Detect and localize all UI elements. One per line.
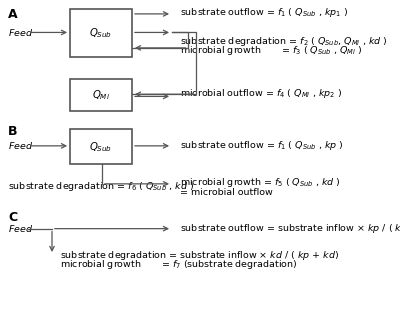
Text: $Q_{Mi}$: $Q_{Mi}$ xyxy=(92,88,110,102)
Text: A: A xyxy=(8,8,18,21)
Text: microbial growth       = $f_3$ ( $Q_{Sub}$ , $Q_{Mi}$ ): microbial growth = $f_3$ ( $Q_{Sub}$ , $… xyxy=(180,44,363,57)
Text: $Q_{Sub}$: $Q_{Sub}$ xyxy=(90,26,112,40)
Text: substrate outflow = $f_1$ ( $Q_{Sub}$ , $kp_1$ ): substrate outflow = $f_1$ ( $Q_{Sub}$ , … xyxy=(180,6,348,19)
Text: substrate degradation = $f_2$ ( $Q_{Sub}$, $Q_{Mi}$ , $kd$ ): substrate degradation = $f_2$ ( $Q_{Sub}… xyxy=(180,35,388,48)
Text: B: B xyxy=(8,125,18,138)
Text: substrate outflow = substrate inflow $\times$ $kp$ / ( $kp$ + $kd$): substrate outflow = substrate inflow $\t… xyxy=(180,222,400,235)
Text: $\it{Feed}$: $\it{Feed}$ xyxy=(8,223,33,234)
Text: = microbial outflow: = microbial outflow xyxy=(180,188,273,197)
Text: $Q_{Sub}$: $Q_{Sub}$ xyxy=(90,140,112,154)
Bar xyxy=(70,79,132,111)
Text: substrate degradation = substrate inflow $\times$ $kd$ / ( $kp$ + $kd$): substrate degradation = substrate inflow… xyxy=(60,249,339,262)
Text: $\it{Feed}$: $\it{Feed}$ xyxy=(8,27,33,38)
Text: microbial growth       = $f_7$ (substrate degradation): microbial growth = $f_7$ (substrate degr… xyxy=(60,258,298,271)
Text: C: C xyxy=(8,211,17,224)
Bar xyxy=(70,9,132,57)
Text: microbial growth = $f_5$ ( $Q_{Sub}$ , $kd$ ): microbial growth = $f_5$ ( $Q_{Sub}$ , $… xyxy=(180,176,341,189)
Text: $\it{Feed}$: $\it{Feed}$ xyxy=(8,140,33,151)
Text: substrate degradation = $f_6$ ( $Q_{Sub}$ , $kd$ ): substrate degradation = $f_6$ ( $Q_{Sub}… xyxy=(8,180,194,193)
Text: substrate outflow = $f_1$ ( $Q_{Sub}$ , $kp$ ): substrate outflow = $f_1$ ( $Q_{Sub}$ , … xyxy=(180,139,344,152)
Text: microbial outflow = $f_4$ ( $Q_{Mi}$ , $kp_2$ ): microbial outflow = $f_4$ ( $Q_{Mi}$ , $… xyxy=(180,87,342,100)
Bar xyxy=(70,129,132,164)
